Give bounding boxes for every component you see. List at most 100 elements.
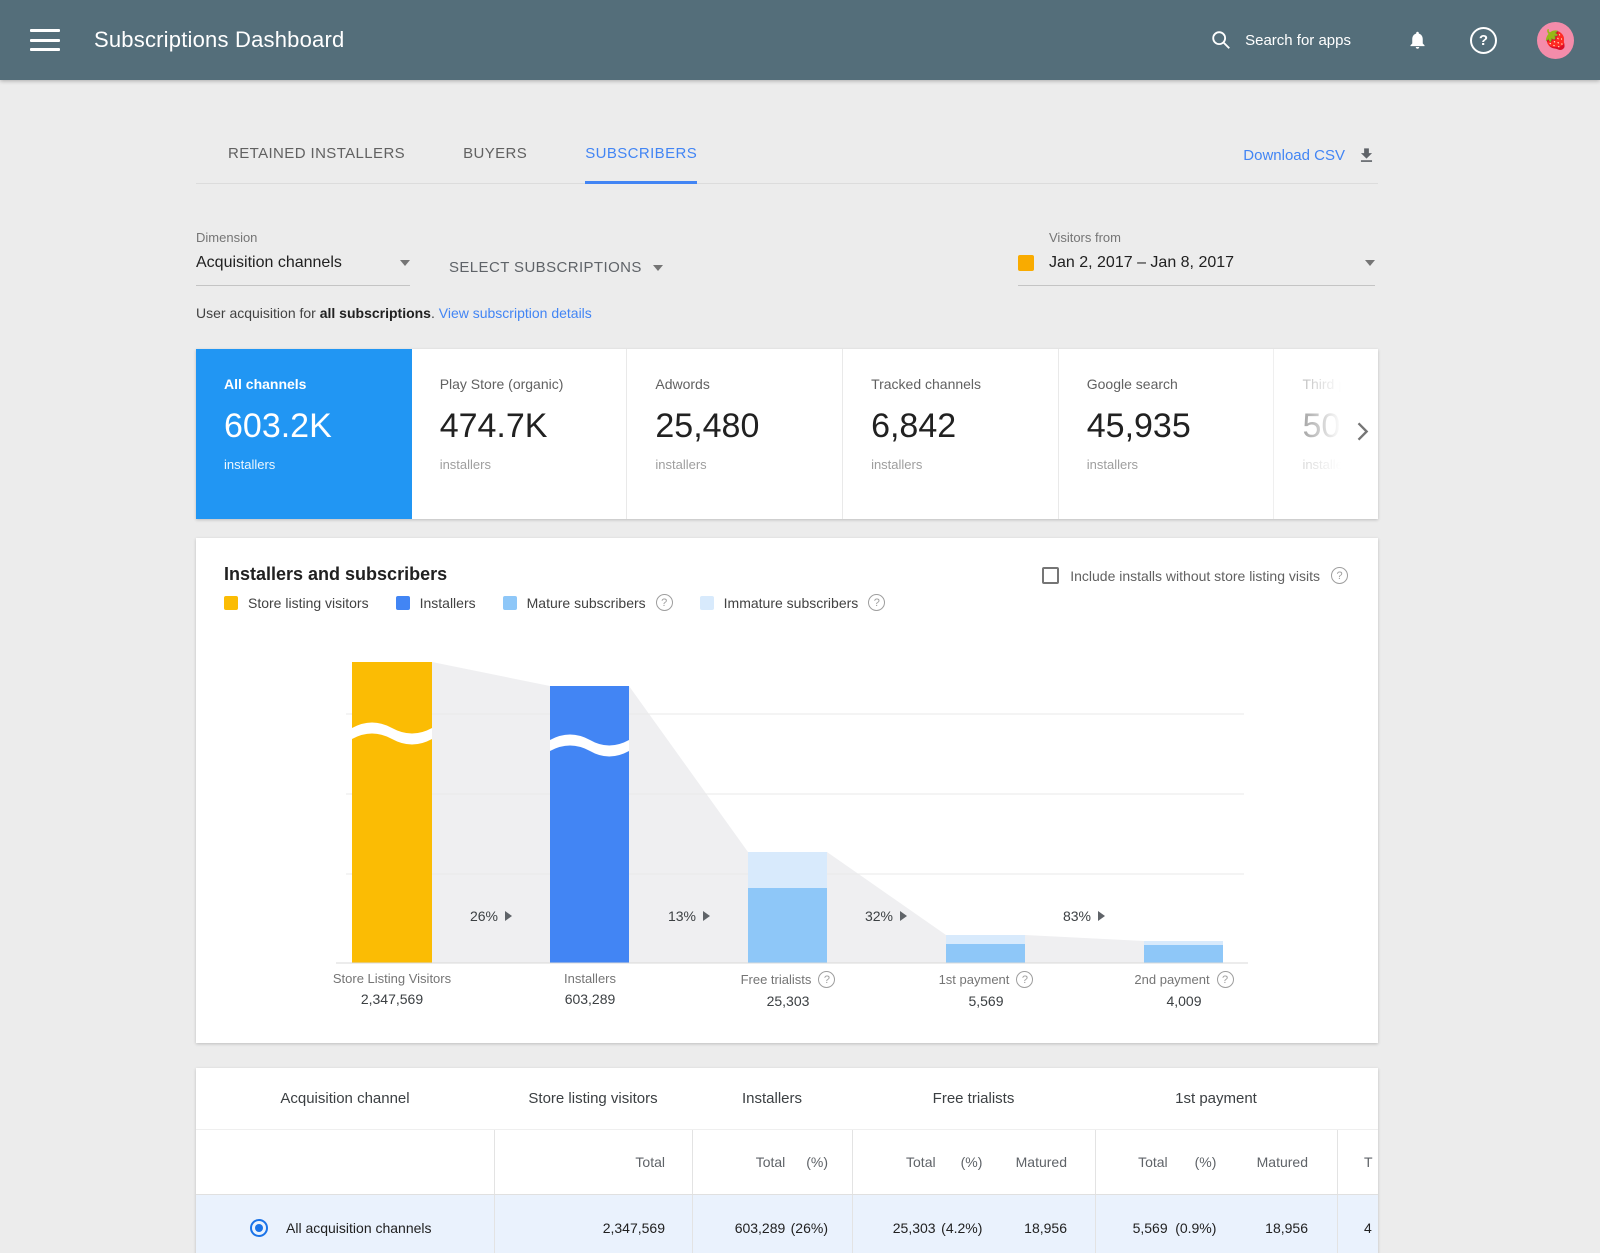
notifications-icon[interactable]	[1407, 29, 1428, 51]
menu-bar	[30, 48, 60, 51]
help-icon[interactable]: ?	[1470, 26, 1497, 54]
download-csv-label: Download CSV	[1243, 147, 1345, 164]
tab-retained-installers[interactable]: RETAINED INSTALLERS	[228, 145, 406, 162]
stage-value: 25,303	[766, 993, 810, 1009]
channel-sub: installers	[655, 457, 707, 472]
avatar[interactable]: 🍓	[1537, 21, 1574, 59]
table-row[interactable]: All acquisition channels 2,347,569 603,2…	[196, 1195, 1378, 1253]
legend-label: Store listing visitors	[248, 594, 369, 611]
subheader-1st-payment: Total (%) Matured	[1095, 1130, 1337, 1194]
summary-subscriptions: all subscriptions	[319, 305, 431, 321]
help-icon[interactable]: ?	[1216, 971, 1234, 988]
view-subscription-details-link[interactable]: View subscription details	[438, 305, 592, 321]
help-icon[interactable]: ?	[818, 971, 836, 988]
legend-swatch-yellow	[224, 595, 238, 610]
next-cards-button[interactable]	[1348, 418, 1376, 451]
conversion-value: 26%	[469, 908, 499, 924]
summary-prefix: User acquisition for	[196, 305, 320, 321]
chevron-down-icon	[652, 264, 663, 271]
conversion-rate-1: 26%	[441, 908, 541, 924]
channel-card-all-channels[interactable]: All channels 603.2K installers	[196, 349, 412, 519]
channel-card-play-store-organic[interactable]: Play Store (organic) 474.7K installers	[412, 349, 628, 519]
chevron-right-icon	[1357, 422, 1369, 441]
date-range-select[interactable]: Jan 2, 2017 – Jan 8, 2017	[1018, 254, 1375, 286]
chevron-down-icon	[400, 260, 410, 266]
channel-label: Google search	[1086, 376, 1178, 392]
row-1st-payment: 5,569 (0.9%) 18,956	[1095, 1195, 1337, 1253]
stage-1st-payment: 1st payment ? 5,569	[891, 971, 1081, 1009]
select-subscriptions-button[interactable]: SELECT SUBSCRIPTIONS	[449, 259, 663, 276]
row-channel-cell: All acquisition channels	[196, 1218, 494, 1237]
tab-buyers[interactable]: BUYERS	[463, 145, 528, 162]
row-channel-label: All acquisition channels	[286, 1219, 432, 1236]
subheader-matured: Matured	[1256, 1154, 1308, 1170]
stage-value: 603,289	[564, 991, 616, 1007]
table-group-header-row: Acquisition channel Store listing visito…	[196, 1068, 1378, 1130]
search-icon	[1212, 31, 1230, 49]
cell-total: 25,303	[892, 1219, 936, 1236]
legend-mature-subscribers: Mature subscribers ?	[502, 594, 673, 611]
channel-label: Third part	[1302, 376, 1363, 392]
funnel-band	[432, 662, 1223, 963]
search-apps[interactable]: Search for apps	[1210, 29, 1351, 51]
row-radio-selected[interactable]	[250, 1218, 268, 1237]
col-header-store-listing-visitors: Store listing visitors	[528, 1090, 658, 1107]
cell-total: 603,289	[734, 1219, 786, 1236]
help-icon[interactable]: ?	[655, 594, 673, 611]
menu-icon[interactable]	[30, 29, 60, 51]
conversion-value: 83%	[1062, 908, 1092, 924]
legend-label: Mature subscribers	[526, 594, 646, 611]
select-subscriptions-label: SELECT SUBSCRIPTIONS	[449, 259, 642, 276]
help-icon[interactable]: ?	[1016, 971, 1034, 988]
date-range-value: Jan 2, 2017 – Jan 8, 2017	[1049, 254, 1235, 271]
channel-card-google-search[interactable]: Google search 45,935 installers	[1059, 349, 1275, 519]
channel-card-adwords[interactable]: Adwords 25,480 installers	[627, 349, 844, 519]
subheader-installers: Total (%)	[692, 1130, 852, 1194]
include-installs-checkbox[interactable]	[1042, 567, 1060, 584]
filters-section: Dimension Acquisition channels SELECT SU…	[196, 184, 1378, 349]
summary-period: .	[430, 305, 439, 321]
menu-bar	[30, 38, 60, 42]
subheader-pct: (%)	[1194, 1154, 1217, 1170]
conversion-value: 13%	[667, 908, 697, 924]
include-installs-group: Include installs without store listing v…	[1042, 567, 1348, 584]
channel-sub: installers	[439, 457, 491, 472]
channel-sub: installers	[871, 457, 923, 472]
menu-bar	[30, 29, 60, 32]
funnel-legend: Store listing visitors Installers Mature…	[224, 594, 886, 611]
channel-cards-row: All channels 603.2K installers Play Stor…	[196, 349, 1378, 519]
bar-1st-payment-mature	[946, 944, 1025, 963]
bar-free-trialists-mature	[748, 888, 827, 963]
col-header-installers: Installers	[741, 1090, 803, 1107]
channel-value: 45,935	[1086, 407, 1191, 445]
help-icon[interactable]: ?	[868, 594, 886, 611]
download-csv-link[interactable]: Download CSV	[1243, 146, 1376, 183]
channel-label: Play Store (organic)	[439, 376, 564, 392]
legend-swatch-pale-blue	[699, 595, 714, 610]
axis-break-store-listing	[352, 722, 432, 745]
legend-installers: Installers	[395, 595, 476, 611]
date-range-swatch	[1018, 255, 1034, 271]
download-icon	[1360, 148, 1373, 162]
funnel-title: Installers and subscribers	[224, 564, 448, 584]
channel-value: 603.2K	[224, 407, 332, 445]
help-icon[interactable]: ?	[1331, 567, 1348, 584]
dimension-select[interactable]: Acquisition channels	[196, 254, 410, 286]
table-sub-header-row: Total Total (%) Total (%) Matured Total …	[196, 1130, 1378, 1195]
tab-subscribers[interactable]: SUBSCRIBERS	[585, 145, 698, 184]
dimension-value: Acquisition channels	[196, 254, 342, 271]
channel-label: Adwords	[655, 376, 710, 392]
stage-label: Store Listing Visitors	[332, 971, 452, 986]
channel-sub: installers	[1302, 457, 1354, 472]
channel-sub: installers	[224, 457, 276, 472]
topbar: Subscriptions Dashboard Search for apps …	[0, 0, 1600, 80]
bar-2nd-payment-immature	[1144, 941, 1223, 945]
conversion-rate-4: 83%	[1034, 908, 1134, 924]
legend-swatch-light-blue	[502, 595, 517, 610]
stage-label: 2nd payment	[1134, 972, 1210, 987]
channel-card-tracked-channels[interactable]: Tracked channels 6,842 installers	[843, 349, 1059, 519]
subheader-pct: (%)	[960, 1154, 983, 1170]
bar-2nd-payment-mature	[1144, 945, 1223, 963]
conversion-value: 32%	[864, 908, 894, 924]
